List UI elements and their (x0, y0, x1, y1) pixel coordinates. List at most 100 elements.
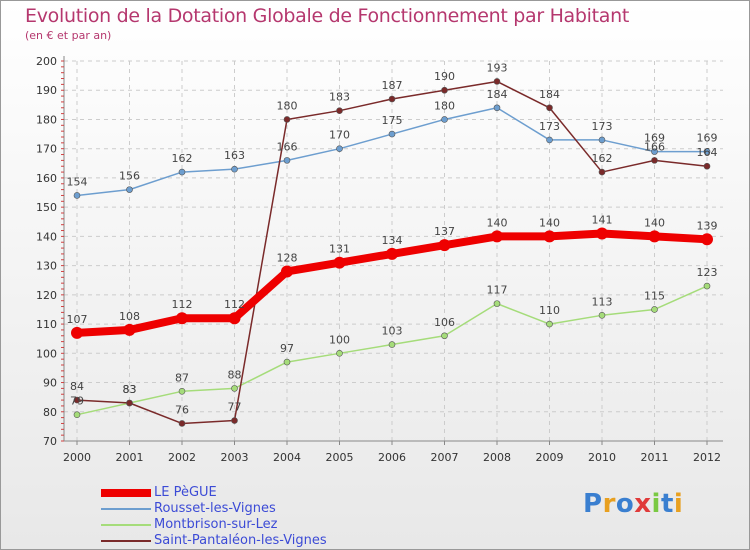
data-point (333, 256, 346, 269)
y-tick-label: 180 (36, 113, 57, 126)
series-group (71, 78, 713, 427)
data-labels: 107 108 112 112 128 131 134 137 140 140 141 140 139 1… (67, 61, 718, 416)
data-label: 140 (487, 216, 508, 229)
data-point (336, 107, 343, 114)
data-label: 137 (434, 225, 455, 238)
data-label: 112 (172, 298, 193, 311)
data-label: 163 (224, 149, 245, 162)
data-label: 79 (70, 395, 84, 408)
data-point (543, 230, 556, 243)
data-point (123, 323, 136, 336)
data-point (283, 116, 291, 123)
legend-label: Montbrison-sur-Lez (154, 517, 278, 532)
legend-label: Rousset-les-Vignes (154, 501, 276, 516)
data-label: 180 (277, 99, 298, 112)
data-point (598, 136, 606, 144)
data-label: 84 (70, 380, 84, 393)
data-point (546, 320, 553, 328)
data-point (651, 148, 658, 155)
logo-letter: t (660, 489, 674, 519)
data-point (441, 86, 448, 94)
data-point (441, 332, 448, 340)
data-point (598, 168, 606, 176)
data-label: 156 (119, 170, 140, 183)
data-label: 113 (592, 295, 613, 308)
data-label: 139 (697, 219, 718, 232)
data-point (336, 145, 343, 152)
data-point (546, 104, 553, 112)
data-point (441, 116, 448, 123)
data-point (336, 350, 343, 357)
x-tick-label: 2009 (536, 451, 564, 464)
data-point (231, 165, 238, 173)
data-label: 166 (644, 140, 665, 153)
x-tick-label: 2005 (326, 451, 354, 464)
logo-letter: i (673, 489, 684, 519)
data-label: 175 (382, 114, 403, 127)
data-point (493, 104, 501, 112)
x-tick-label: 2007 (431, 451, 459, 464)
data-label: 131 (329, 243, 350, 256)
data-label: 169 (697, 132, 718, 145)
x-tick-label: 2000 (63, 451, 91, 464)
data-point (701, 233, 713, 246)
legend-swatch (101, 540, 151, 542)
data-point (283, 157, 291, 164)
data-point (598, 312, 606, 319)
x-tick-label: 2004 (273, 451, 301, 464)
grid-lines (64, 60, 723, 442)
data-label: 83 (123, 383, 137, 396)
data-label: 134 (382, 234, 403, 247)
legend-label: Saint-Pantaléon-les-Vignes (154, 533, 327, 548)
y-tick-label: 200 (36, 55, 57, 68)
logo-letter: i (651, 489, 661, 519)
data-label: 173 (592, 120, 613, 133)
y-tick-label: 140 (36, 230, 57, 243)
data-point (493, 78, 501, 85)
data-point (388, 341, 396, 348)
data-label: 76 (175, 403, 189, 416)
data-label: 184 (539, 88, 560, 101)
chart-subtitle: (en € et par an) (25, 29, 112, 42)
y-tick-label: 130 (36, 260, 57, 273)
data-point (703, 282, 711, 290)
data-label: 100 (329, 333, 350, 346)
data-label: 187 (382, 79, 403, 92)
data-point (281, 265, 293, 278)
y-tick-label: 190 (36, 84, 57, 97)
y-tick-label: 70 (43, 435, 57, 448)
legend-swatch (101, 508, 151, 510)
data-label: 140 (539, 216, 560, 229)
data-point (73, 396, 81, 404)
data-point (178, 168, 186, 176)
x-tick-label: 2011 (641, 451, 669, 464)
data-label: 77 (228, 401, 242, 414)
data-point (126, 399, 133, 407)
data-point (73, 192, 81, 199)
x-tick-label: 2010 (588, 451, 616, 464)
y-tick-label: 120 (36, 289, 57, 302)
data-label: 183 (329, 91, 350, 104)
data-point (126, 186, 133, 193)
legend-swatch (101, 489, 151, 497)
data-point (491, 230, 503, 243)
y-tick-label: 150 (36, 201, 57, 214)
x-tick-label: 2006 (378, 451, 406, 464)
data-label: 110 (539, 304, 560, 317)
data-point (283, 358, 291, 366)
data-label: 103 (382, 325, 403, 338)
data-label: 108 (119, 310, 140, 323)
data-point (228, 312, 241, 325)
data-label: 88 (228, 368, 242, 381)
x-tick-label: 2012 (693, 451, 721, 464)
y-tick-label: 110 (36, 318, 57, 331)
data-label: 170 (329, 129, 350, 142)
data-point (651, 157, 658, 164)
y-tick-label: 170 (36, 143, 57, 156)
data-label: 87 (175, 371, 189, 384)
data-point (388, 130, 396, 138)
x-tick-label: 2003 (221, 451, 249, 464)
data-label: 117 (487, 284, 508, 297)
x-tick-label: 2002 (168, 451, 196, 464)
logo-letter: x (634, 489, 652, 519)
